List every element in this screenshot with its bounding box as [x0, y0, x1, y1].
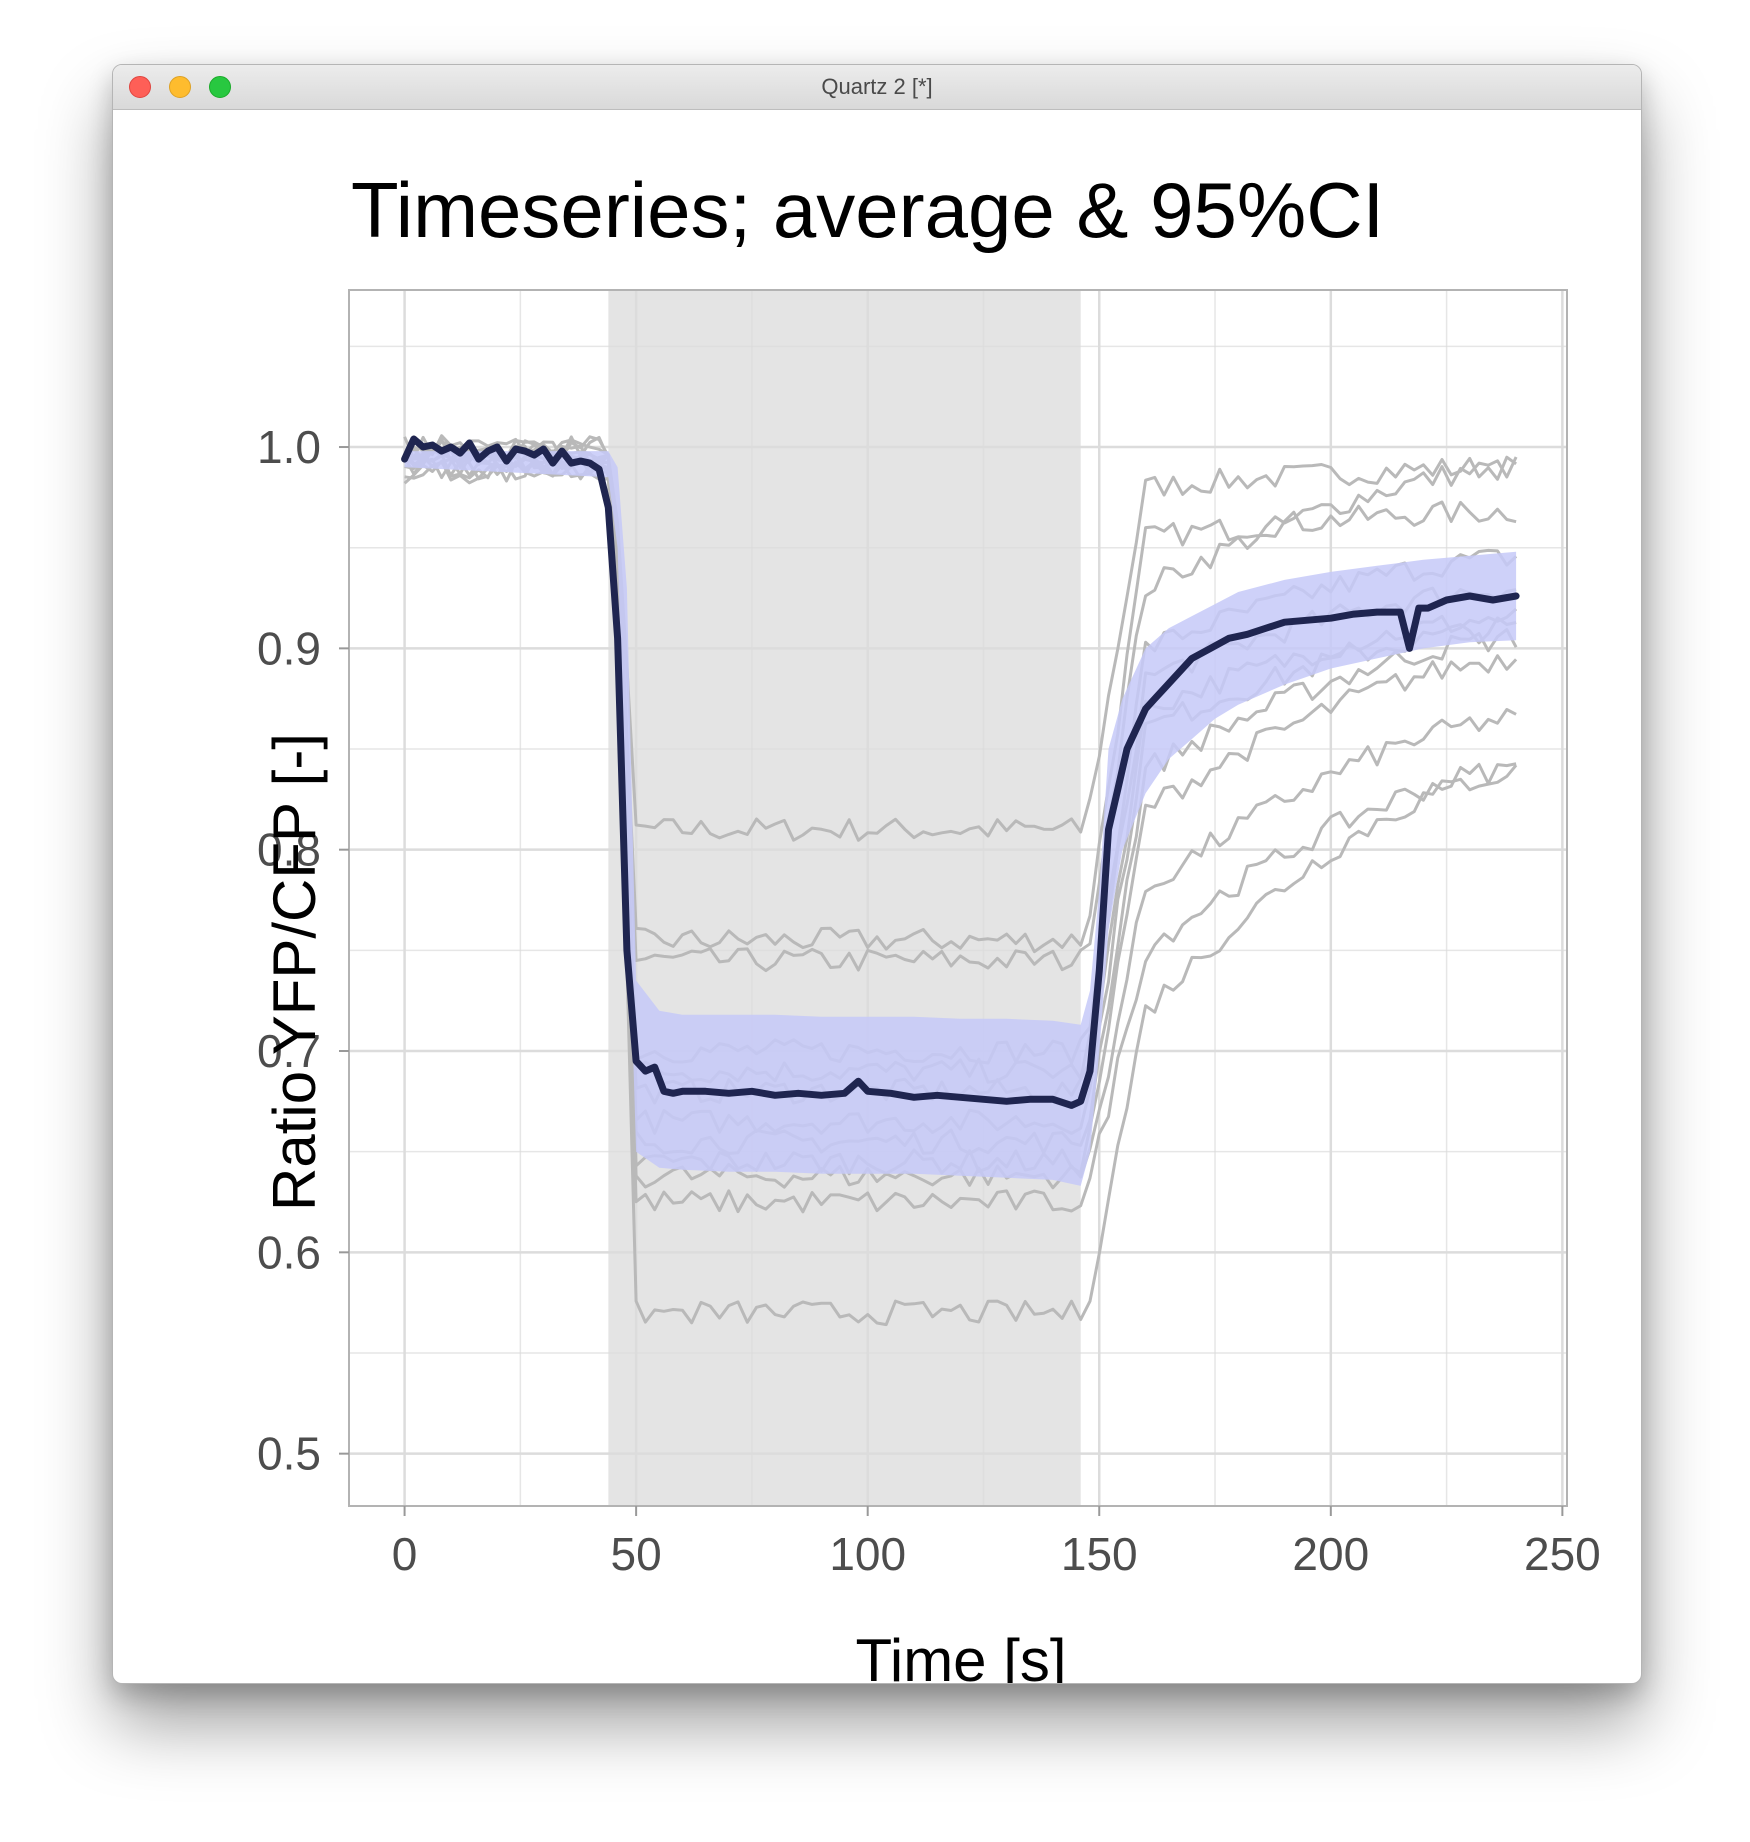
x-tick-label: 250 — [1524, 1528, 1601, 1580]
axis-layer: 0 50 100 150 200 250 0.5 0.6 0.7 0.8 0.9 1.0 — [257, 289, 1601, 1580]
stimulus-band-layer — [608, 290, 1081, 1506]
y-tick-label: 0.9 — [257, 622, 321, 674]
y-tick-label: 0.5 — [257, 1428, 321, 1480]
y-tick-label: 0.7 — [257, 1025, 321, 1077]
y-tick-label: 0.8 — [257, 824, 321, 876]
minimize-button[interactable] — [169, 76, 191, 98]
x-tick-label: 50 — [611, 1528, 662, 1580]
y-tick-label: 0.6 — [257, 1226, 321, 1278]
mean-line — [401, 435, 1520, 1109]
mean-line-layer — [401, 435, 1520, 1109]
x-tick-label: 0 — [392, 1528, 418, 1580]
individual-series-line — [403, 437, 1518, 973]
zoom-button[interactable] — [209, 76, 231, 98]
stimulus-band — [608, 290, 1081, 1506]
x-tick-label: 150 — [1061, 1528, 1138, 1580]
x-tick-label: 200 — [1292, 1528, 1369, 1580]
chart-title: Timeseries; average & 95%CI — [351, 166, 1384, 254]
individual-series-line — [403, 435, 1517, 842]
plot-area: Timeseries; average & 95%CI 0 50 100 150 200… — [113, 109, 1641, 1683]
quartz-window: Quartz 2 [*] Timeseries; average & 95%CI… — [112, 64, 1642, 1684]
individual-series-line — [403, 434, 1517, 954]
window-titlebar[interactable]: Quartz 2 [*] — [113, 65, 1641, 110]
x-tick-label: 100 — [829, 1528, 906, 1580]
panel-border — [348, 289, 1568, 1507]
y-tick-label: 1.0 — [257, 421, 321, 473]
y-axis-title: Ratio YFP/CFP [-] — [261, 733, 328, 1211]
close-button[interactable] — [129, 76, 151, 98]
x-axis-title: Time [s] — [855, 1627, 1066, 1683]
window-title: Quartz 2 [*] — [821, 74, 933, 99]
timeseries-chart: Timeseries; average & 95%CI 0 50 100 150 200… — [257, 166, 1601, 1683]
